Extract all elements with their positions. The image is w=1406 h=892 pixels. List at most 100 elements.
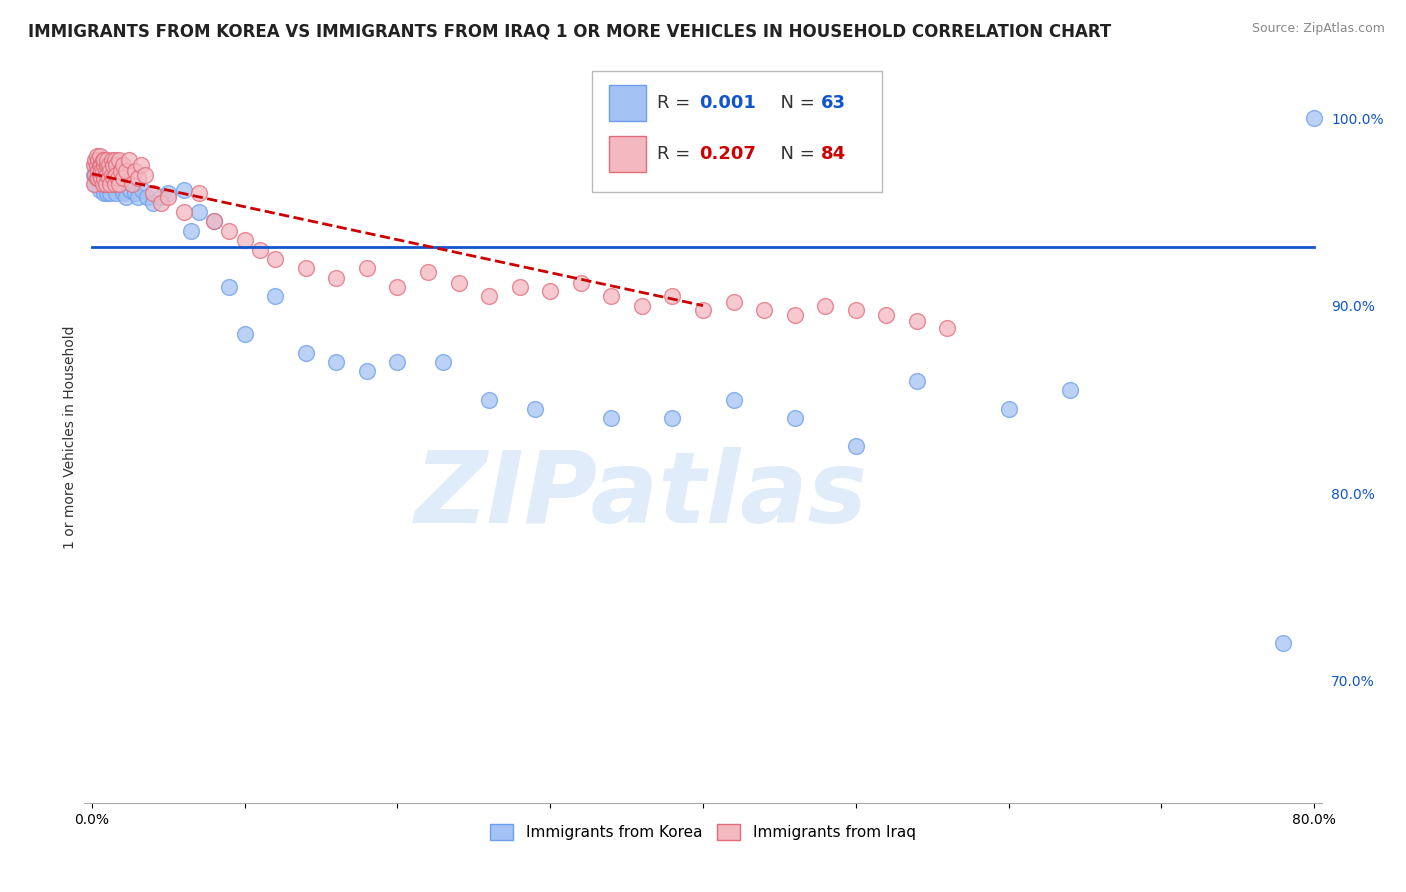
Y-axis label: 1 or more Vehicles in Household: 1 or more Vehicles in Household — [63, 326, 77, 549]
Point — [387, 355, 409, 369]
Point — [93, 158, 115, 172]
Point — [905, 314, 928, 328]
Point — [173, 205, 195, 219]
Point — [264, 252, 287, 266]
Point — [103, 158, 125, 172]
Point — [98, 186, 121, 201]
Point — [89, 149, 111, 163]
Text: N =: N = — [769, 145, 820, 163]
Point — [600, 289, 623, 303]
Point — [875, 308, 897, 322]
Point — [218, 280, 240, 294]
Legend: Immigrants from Korea, Immigrants from Iraq: Immigrants from Korea, Immigrants from I… — [484, 818, 922, 847]
Point — [86, 149, 108, 163]
Point — [111, 186, 134, 201]
Point — [108, 153, 131, 167]
Point — [202, 214, 225, 228]
Point — [149, 195, 172, 210]
Point — [723, 295, 745, 310]
Text: 0.001: 0.001 — [699, 94, 756, 112]
Text: 0.207: 0.207 — [699, 145, 756, 163]
Point — [86, 158, 108, 172]
Point — [124, 163, 146, 178]
Point — [104, 153, 127, 167]
Point — [1303, 112, 1326, 126]
Point — [91, 163, 114, 178]
FancyBboxPatch shape — [592, 71, 883, 192]
Point — [103, 163, 125, 178]
Point — [91, 153, 114, 167]
Text: R =: R = — [657, 145, 696, 163]
Point — [91, 175, 114, 189]
Point — [101, 153, 124, 167]
Point — [93, 171, 115, 186]
Point — [90, 171, 112, 186]
Point — [416, 265, 439, 279]
Point — [89, 182, 111, 196]
Point — [142, 195, 165, 210]
Point — [105, 158, 128, 172]
Point — [103, 171, 125, 186]
Point — [142, 186, 165, 201]
Point — [104, 177, 127, 191]
Point — [83, 158, 105, 172]
Point — [94, 177, 117, 191]
Point — [600, 411, 623, 425]
Point — [523, 401, 546, 416]
Point — [187, 186, 209, 201]
Text: 84: 84 — [821, 145, 845, 163]
Point — [478, 392, 501, 407]
Point — [120, 182, 142, 196]
Point — [233, 326, 256, 341]
Point — [134, 168, 156, 182]
Point — [538, 284, 561, 298]
Point — [90, 171, 112, 186]
Point — [233, 233, 256, 247]
Point — [509, 280, 531, 294]
Point — [447, 277, 470, 291]
Point — [783, 308, 806, 322]
Point — [114, 163, 136, 178]
Point — [98, 163, 121, 178]
Point — [631, 299, 654, 313]
Point — [149, 190, 172, 204]
FancyBboxPatch shape — [609, 136, 647, 172]
Point — [91, 160, 114, 174]
Point — [131, 182, 153, 196]
Point — [325, 355, 347, 369]
Point — [157, 190, 180, 204]
Point — [814, 299, 837, 313]
Point — [1272, 636, 1295, 650]
Point — [105, 168, 128, 182]
Point — [108, 178, 131, 193]
Text: IMMIGRANTS FROM KOREA VS IMMIGRANTS FROM IRAQ 1 OR MORE VEHICLES IN HOUSEHOLD CO: IMMIGRANTS FROM KOREA VS IMMIGRANTS FROM… — [28, 22, 1111, 40]
Point — [845, 440, 868, 454]
Point — [114, 190, 136, 204]
Point — [752, 302, 775, 317]
Point — [845, 302, 868, 317]
Point — [723, 392, 745, 407]
Point — [93, 186, 115, 201]
Point — [356, 261, 378, 276]
Point — [96, 171, 118, 186]
Point — [87, 175, 110, 189]
Point — [94, 163, 117, 178]
Point — [86, 163, 108, 178]
Point — [127, 171, 149, 186]
Point — [218, 224, 240, 238]
Point — [202, 214, 225, 228]
Point — [157, 186, 180, 201]
Point — [295, 345, 318, 359]
Point — [111, 171, 134, 186]
Point — [905, 374, 928, 388]
Point — [87, 163, 110, 178]
Point — [264, 289, 287, 303]
Point — [94, 163, 117, 178]
Point — [96, 168, 118, 182]
Text: 63: 63 — [821, 94, 845, 112]
Point — [90, 163, 112, 178]
Point — [107, 171, 129, 186]
Point — [97, 163, 120, 178]
Point — [97, 171, 120, 186]
Text: N =: N = — [769, 94, 820, 112]
